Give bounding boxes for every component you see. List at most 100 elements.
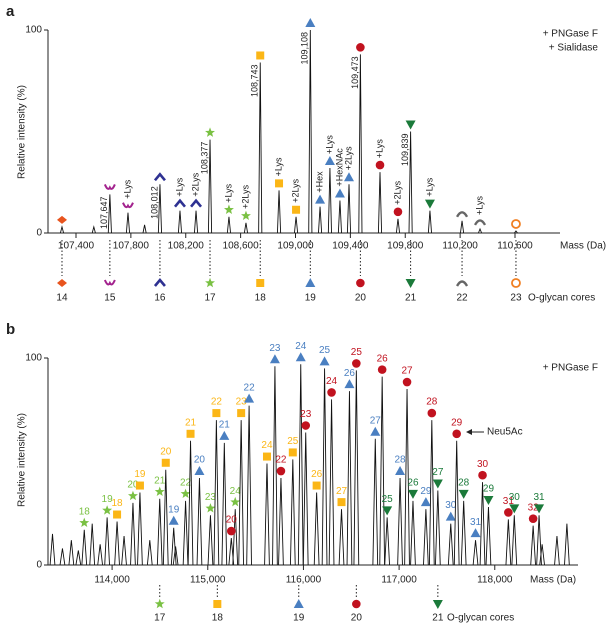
marker — [153, 277, 166, 287]
series-label: 22 — [244, 382, 256, 393]
peak-label: +Lys — [223, 183, 233, 202]
peak — [328, 399, 335, 566]
series-label: 22 — [275, 455, 287, 466]
peak — [59, 225, 65, 234]
peak — [246, 405, 252, 566]
series-label: 21 — [185, 417, 197, 428]
series-label: 27 — [336, 486, 348, 497]
peak-label: +Lys — [424, 177, 434, 196]
peak-label: 108,743 — [250, 64, 260, 97]
core-label: 18 — [212, 613, 224, 624]
x-tick-label: 107,400 — [58, 241, 95, 252]
x-tick-label: 107,800 — [113, 241, 150, 252]
peak — [187, 440, 194, 566]
marker — [226, 526, 236, 536]
series-label: 25 — [382, 494, 394, 505]
core-label: 17 — [204, 293, 216, 304]
peak — [460, 500, 467, 566]
peak — [404, 389, 410, 566]
peak — [302, 432, 309, 566]
peak — [308, 29, 313, 234]
peak — [193, 210, 199, 234]
marker — [205, 277, 215, 288]
peak — [327, 168, 332, 234]
x-axis-label: Mass (Da) — [530, 575, 576, 586]
core-label: 20 — [355, 293, 367, 304]
peak — [156, 498, 163, 566]
core-label: 19 — [293, 613, 305, 624]
peak-label: +Lys — [474, 196, 484, 215]
core-label: 16 — [154, 293, 166, 304]
series-label: 22 — [180, 477, 192, 488]
marker — [135, 481, 144, 490]
peak-label: +Lys — [273, 157, 283, 176]
peak — [49, 533, 56, 566]
marker — [213, 600, 222, 608]
y-axis-label: Relative intensity (%) — [17, 413, 28, 507]
marker — [405, 120, 416, 130]
marker — [173, 198, 186, 208]
marker — [154, 486, 165, 496]
peak-label: +2Lys — [240, 184, 250, 208]
peak — [539, 544, 545, 566]
marker — [113, 510, 122, 519]
peak-label: 108,377 — [199, 142, 209, 175]
marker — [478, 470, 487, 480]
marker — [455, 211, 469, 218]
peak — [258, 62, 263, 234]
series-label: 18 — [79, 506, 91, 517]
callout-arrowhead — [466, 429, 472, 435]
series-label: 24 — [230, 486, 242, 497]
peak — [157, 184, 162, 234]
x-tick-label: 118,000 — [477, 575, 513, 586]
marker — [275, 179, 284, 188]
peak — [472, 540, 479, 566]
peak — [170, 527, 177, 566]
peak — [479, 482, 486, 566]
marker — [256, 51, 265, 60]
annotation: + PNGase F — [543, 29, 598, 40]
series-label: 25 — [351, 347, 363, 358]
peak — [505, 519, 512, 566]
marker — [315, 194, 326, 204]
x-tick-label: 116,000 — [286, 575, 322, 586]
peak — [75, 550, 82, 566]
peak — [395, 218, 401, 234]
series-label: 26 — [311, 469, 323, 480]
peak — [530, 525, 536, 566]
peak — [213, 420, 220, 566]
marker — [293, 599, 304, 608]
peak — [91, 225, 96, 234]
annotation: + Sialidase — [549, 43, 599, 54]
marker — [337, 498, 346, 507]
peak — [182, 500, 189, 566]
marker — [432, 479, 443, 489]
series-label: 25 — [319, 345, 331, 356]
peak — [485, 507, 492, 566]
marker — [269, 354, 280, 364]
marker — [194, 466, 205, 476]
peak — [276, 190, 282, 234]
peak — [228, 538, 235, 566]
series-label: 29 — [420, 486, 432, 497]
marker — [534, 504, 545, 514]
peak — [146, 540, 153, 566]
annotation: + PNGase F — [543, 363, 598, 374]
marker — [511, 219, 521, 229]
series-label: 24 — [295, 341, 307, 352]
marker — [420, 497, 431, 507]
peak — [137, 492, 143, 566]
marker — [452, 429, 461, 439]
marker — [161, 458, 170, 467]
marker — [334, 188, 345, 198]
peak — [238, 420, 245, 566]
marker — [382, 506, 393, 516]
x-tick-label: 117,000 — [381, 575, 417, 586]
peak — [514, 230, 518, 234]
peak-label: +2Lys — [343, 146, 353, 170]
peak — [321, 368, 328, 566]
marker — [56, 279, 67, 287]
marker — [402, 377, 412, 387]
peak — [384, 517, 390, 566]
marker — [122, 202, 134, 209]
